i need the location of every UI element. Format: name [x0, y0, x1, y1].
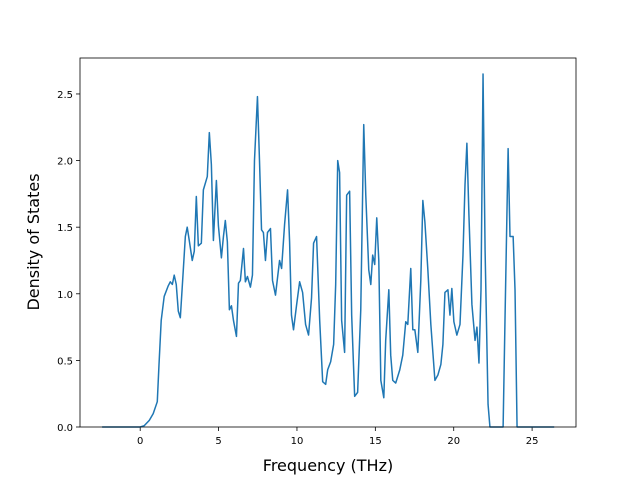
y-axis-label: Density of States — [24, 173, 43, 310]
x-tick-label: 10 — [291, 436, 304, 447]
y-tick-label: 2.0 — [57, 157, 73, 168]
x-tick-label: 0 — [137, 436, 143, 447]
x-tick-label: 15 — [369, 436, 382, 447]
x-axis-label: Frequency (THz) — [263, 456, 393, 475]
x-tick-label: 5 — [215, 436, 221, 447]
y-tick-label: 2.5 — [57, 90, 73, 101]
x-tick-label: 20 — [447, 436, 460, 447]
plot-frame — [79, 57, 577, 428]
y-tick-label: 1.0 — [57, 290, 73, 301]
line-series — [102, 73, 555, 428]
y-tick-label: 0.5 — [57, 356, 73, 367]
y-tick-label: 0.0 — [57, 423, 73, 434]
y-tick-label: 1.5 — [57, 223, 73, 234]
x-tick-label: 25 — [526, 436, 539, 447]
